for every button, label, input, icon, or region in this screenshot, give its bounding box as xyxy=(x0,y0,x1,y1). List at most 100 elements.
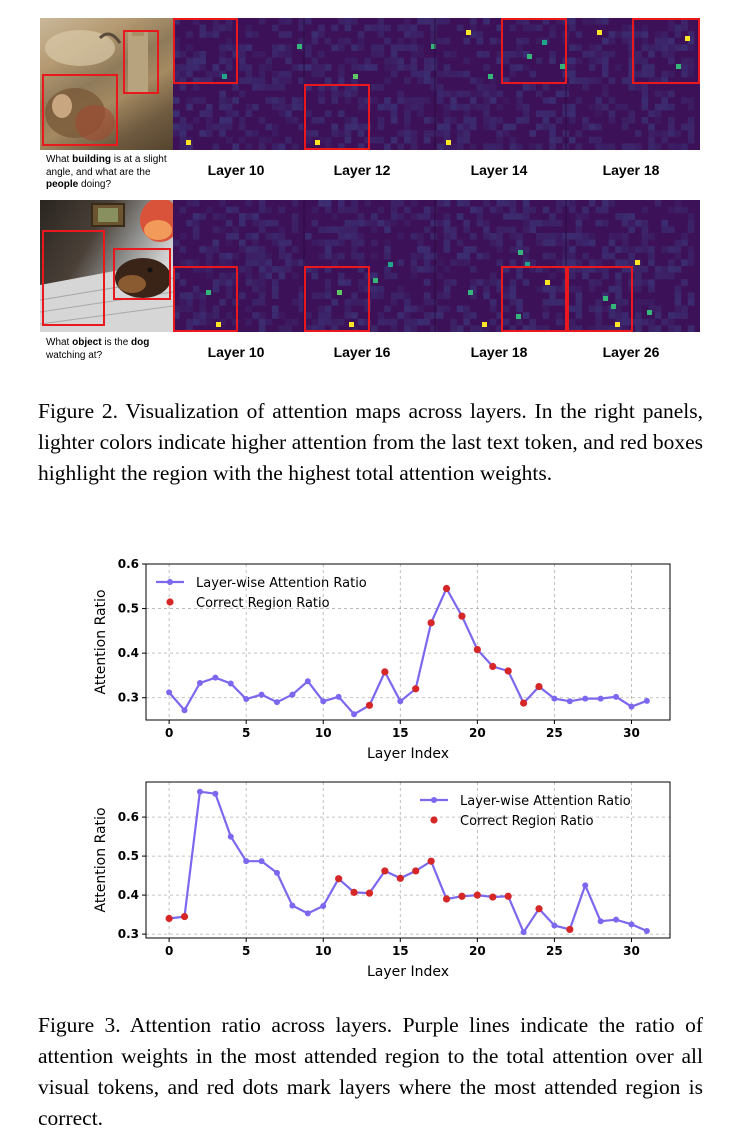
heat-cell xyxy=(357,219,365,227)
heat-cell xyxy=(357,252,365,260)
heat-cell xyxy=(377,44,385,51)
heat-cell xyxy=(245,44,253,51)
painting-image xyxy=(40,18,173,150)
heat-cell xyxy=(371,252,378,260)
heat-cell xyxy=(324,279,332,286)
heat-cell xyxy=(272,44,279,51)
heat-cell xyxy=(555,206,563,214)
heat-cell xyxy=(357,123,365,131)
heat-cell xyxy=(324,226,332,233)
heat-cell xyxy=(192,51,200,58)
heat-cell xyxy=(278,84,286,91)
heat-cell xyxy=(258,117,266,124)
heat-cell xyxy=(522,252,530,260)
heat-cell xyxy=(423,318,431,326)
heat-cell xyxy=(635,51,642,58)
heat-cell xyxy=(245,143,253,150)
heat-cell xyxy=(549,51,556,58)
heat-cell xyxy=(628,110,635,117)
heat-cell xyxy=(199,64,206,71)
heat-cell xyxy=(285,117,292,124)
heat-cell xyxy=(450,325,457,332)
heat-cell xyxy=(404,18,411,25)
heat-cell xyxy=(199,312,206,319)
heat-cell xyxy=(173,239,180,247)
heat-cell xyxy=(641,239,649,247)
legend-line-marker xyxy=(431,797,437,803)
heat-cell xyxy=(615,272,622,280)
heat-cell xyxy=(648,64,655,71)
heat-cell xyxy=(225,123,233,131)
heat-cell xyxy=(476,31,484,38)
hot-cell xyxy=(482,322,487,327)
heat-cell xyxy=(430,299,437,306)
heat-cell xyxy=(681,233,688,240)
heat-cell xyxy=(245,200,253,207)
heat-cell xyxy=(555,318,563,326)
heat-cell xyxy=(384,143,391,150)
heat-cell xyxy=(588,44,596,51)
heat-cell xyxy=(489,97,497,104)
heat-cell xyxy=(516,246,523,253)
heat-cell xyxy=(384,318,391,326)
heat-cell xyxy=(192,64,200,71)
heat-cell xyxy=(291,143,299,150)
heat-cell xyxy=(285,57,292,65)
heat-cell xyxy=(219,51,226,58)
heat-cell xyxy=(258,18,266,25)
heat-cell xyxy=(516,143,523,150)
heat-cell xyxy=(384,226,391,233)
heat-cell xyxy=(324,84,332,91)
heat-cell xyxy=(364,279,371,286)
heat-cell xyxy=(338,233,345,240)
heat-cell xyxy=(225,219,233,227)
painting-illustration xyxy=(45,26,148,141)
heat-cell xyxy=(397,44,404,51)
heat-cell xyxy=(212,246,220,253)
heat-cell xyxy=(516,18,523,25)
attention-ratio-point xyxy=(304,678,311,685)
heat-cell xyxy=(430,206,437,214)
heat-cell xyxy=(357,103,365,111)
heat-cell xyxy=(206,252,213,260)
heat-cell xyxy=(417,103,424,111)
heat-cell xyxy=(272,103,279,111)
heat-cell xyxy=(661,246,668,253)
heat-cell xyxy=(410,136,418,144)
heat-cell xyxy=(516,90,523,98)
heat-cell xyxy=(212,18,220,25)
heat-cell xyxy=(377,18,385,25)
heat-cell xyxy=(430,84,437,91)
heat-cell xyxy=(351,64,358,71)
heat-cell xyxy=(621,266,629,273)
heat-cell xyxy=(602,90,609,98)
heat-cell xyxy=(628,51,635,58)
heat-cell xyxy=(536,239,543,247)
heat-cell xyxy=(555,136,563,144)
heat-cell xyxy=(681,143,688,150)
dog-image xyxy=(40,200,173,332)
heat-cell xyxy=(212,24,220,32)
heat-cell xyxy=(569,272,576,280)
heat-cell xyxy=(516,272,523,280)
heat-cell xyxy=(648,44,655,51)
heat-cell xyxy=(404,77,411,84)
heat-cell xyxy=(575,312,583,319)
heat-cell xyxy=(173,97,180,104)
heat-cell xyxy=(456,130,464,137)
heat-cell xyxy=(516,37,523,45)
heat-cell xyxy=(417,70,424,78)
heat-cell xyxy=(549,123,556,131)
heat-cell xyxy=(331,97,338,104)
correct-region-point xyxy=(489,893,497,901)
heat-cell xyxy=(252,259,259,266)
heat-cell xyxy=(245,130,253,137)
highest-attention-box-layer14 xyxy=(501,18,567,84)
heat-cell xyxy=(456,325,464,332)
heat-cell xyxy=(305,312,312,319)
heat-cell xyxy=(582,117,589,124)
heat-cell xyxy=(278,103,286,111)
heat-cell xyxy=(575,31,583,38)
heat-cell xyxy=(186,64,193,71)
heat-cell xyxy=(357,239,365,247)
